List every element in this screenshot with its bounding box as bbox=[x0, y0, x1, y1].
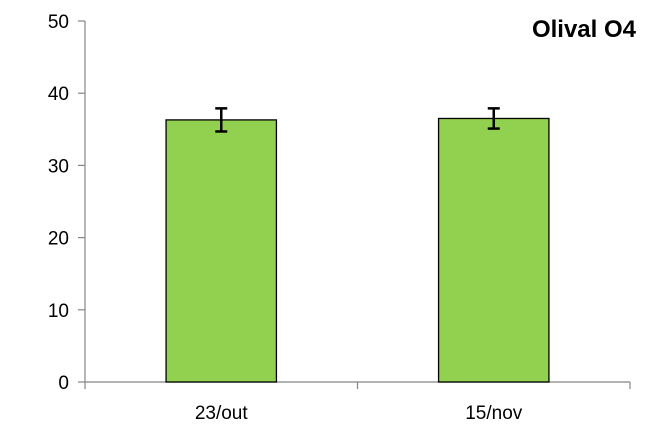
error-bars bbox=[215, 107, 500, 133]
bar bbox=[165, 119, 278, 383]
error-bar bbox=[215, 107, 228, 133]
y-tick-label: 30 bbox=[48, 156, 69, 177]
x-tick-label: 15/nov bbox=[465, 403, 523, 424]
y-tick-label: 10 bbox=[48, 301, 69, 322]
error-bar bbox=[487, 107, 500, 130]
chart-title: Olival O4 bbox=[532, 16, 637, 43]
bar bbox=[437, 117, 550, 383]
y-tick-label: 50 bbox=[48, 12, 69, 33]
y-tick-label: 40 bbox=[48, 84, 69, 105]
y-tick-label: 20 bbox=[48, 229, 69, 250]
x-tick-label: 23/out bbox=[195, 403, 249, 424]
y-tick-label: 0 bbox=[58, 373, 69, 394]
tick-labels: 0 10 20 30 40 50 23/out 15/nov bbox=[48, 12, 523, 424]
bars bbox=[165, 117, 550, 383]
